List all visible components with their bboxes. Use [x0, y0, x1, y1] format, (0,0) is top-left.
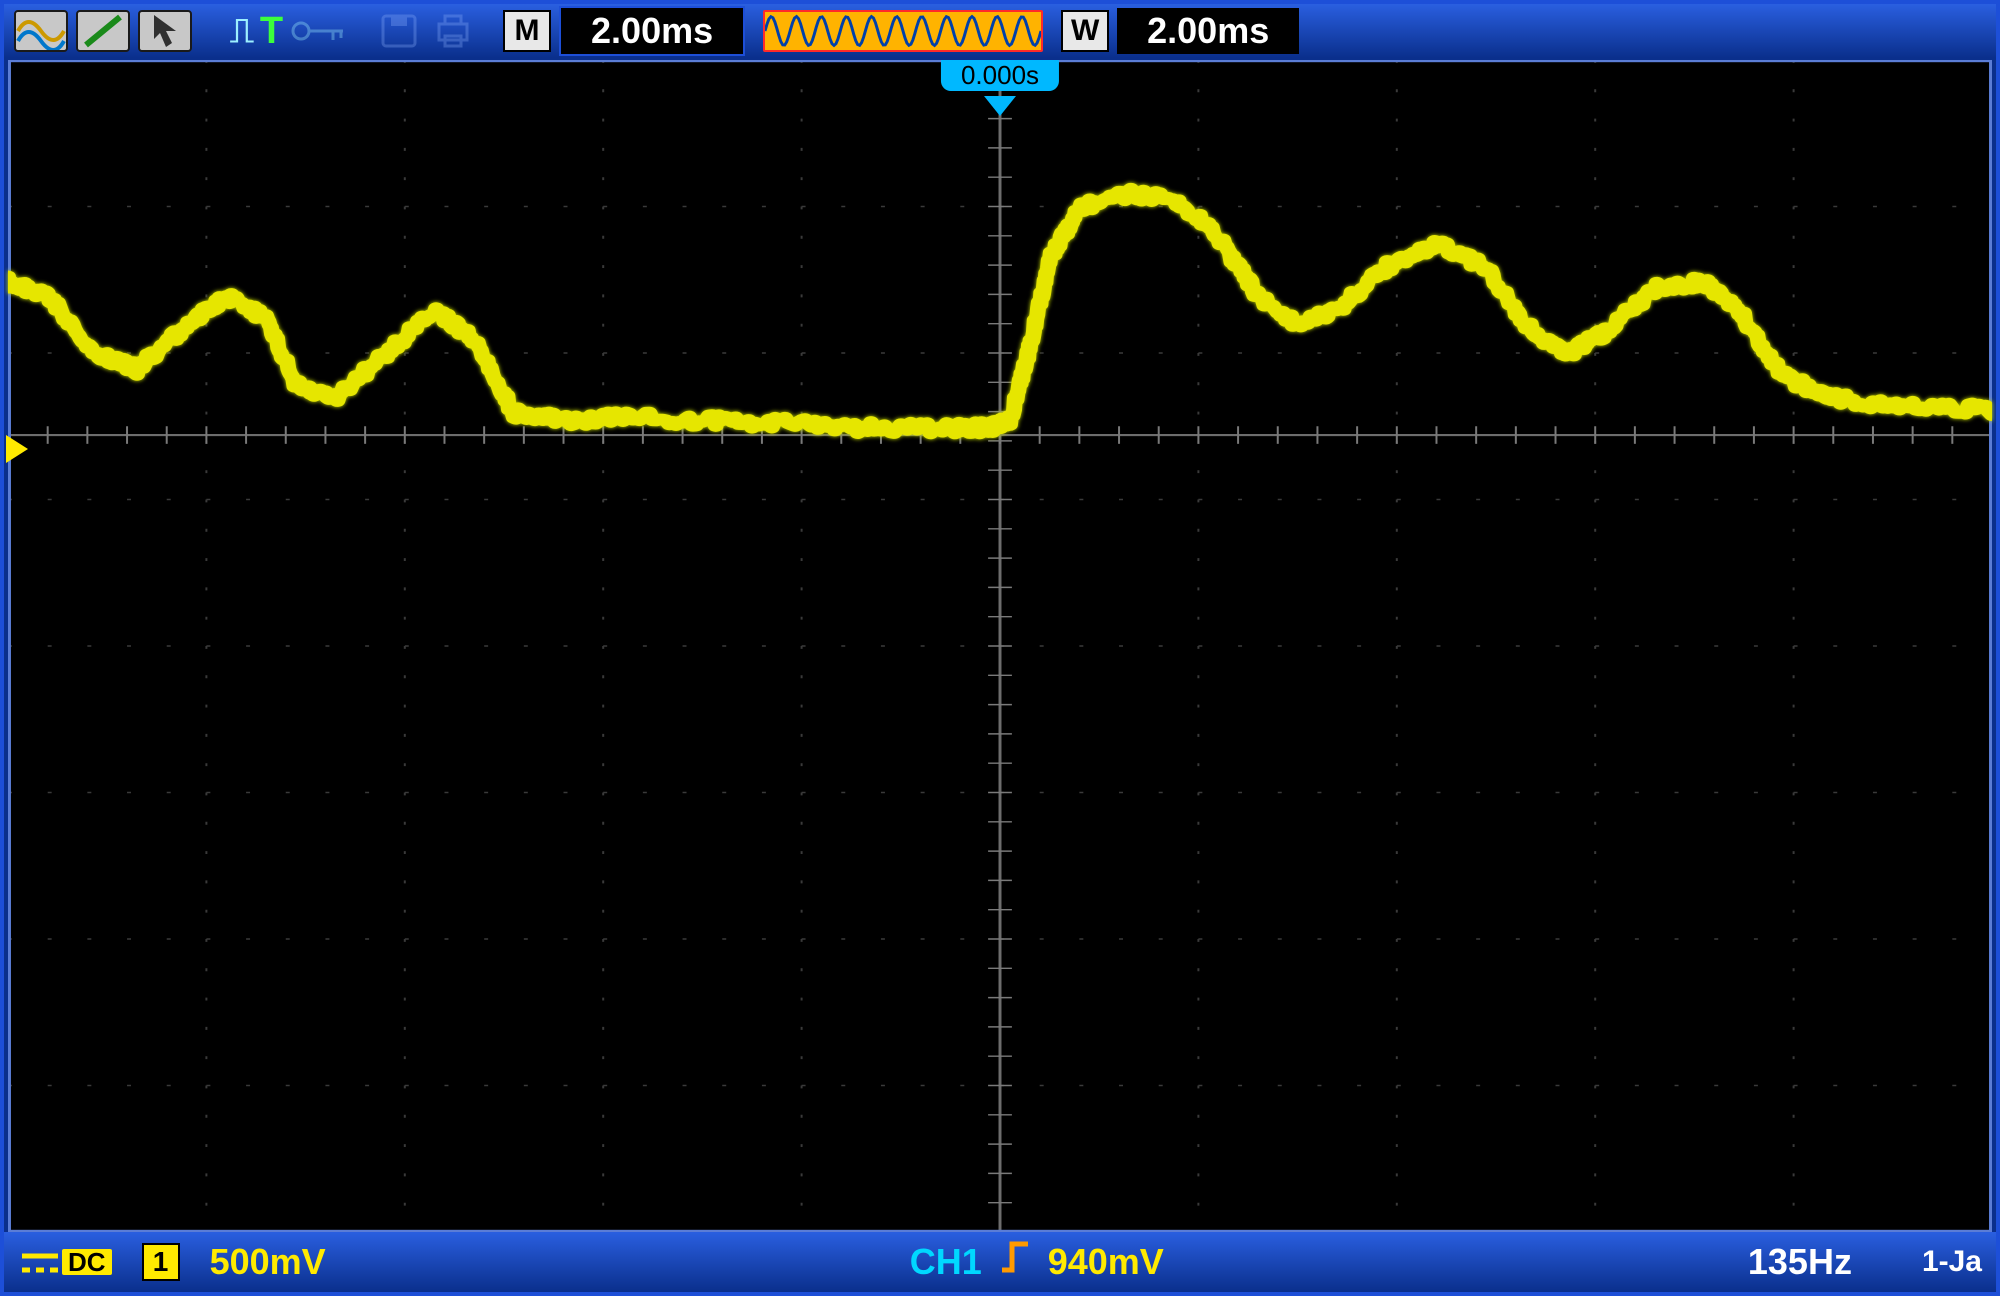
ch1-coupling: DC	[18, 1242, 112, 1282]
ch1-ground-marker-icon	[6, 435, 28, 463]
trig-letter: T	[260, 10, 283, 53]
trigger-mode-indicator: ⎍ T	[230, 10, 349, 53]
trigger-edge-icon	[1000, 1238, 1030, 1286]
save-icon	[377, 10, 421, 52]
ch1-badge[interactable]: 1	[142, 1243, 180, 1281]
bottom-status-bar: DC 1 500mV CH1 940mV 135Hz 1-Ja	[4, 1232, 1996, 1292]
trigger-readout: CH1 940mV	[910, 1238, 1164, 1286]
trigger-level-value: 940mV	[1048, 1241, 1164, 1283]
top-toolbar: ⎍ T M 2.00ms W 2.00ms	[4, 4, 1996, 60]
disabled-tools	[377, 10, 475, 52]
ch1-trace	[8, 60, 1992, 1232]
window-timebase-badge: W	[1061, 10, 1109, 52]
key-icon	[289, 16, 349, 46]
ch1-volts-per-div: 500mV	[210, 1241, 326, 1283]
window-timebase-value: 2.00ms	[1117, 8, 1299, 54]
trigger-time-readout: 0.000s	[941, 60, 1059, 91]
frequency-readout: 135Hz	[1748, 1241, 1852, 1283]
trigger-source-label: CH1	[910, 1241, 982, 1283]
oscilloscope-screen: ⎍ T M 2.00ms W 2.00ms 0.000s	[0, 0, 2000, 1296]
pulse-icon: ⎍	[230, 12, 254, 51]
main-timebase-value: 2.00ms	[559, 6, 745, 56]
trigger-position-marker-icon	[984, 96, 1016, 116]
coupling-label: DC	[62, 1249, 112, 1275]
mode-cursor-icon[interactable]	[138, 10, 192, 52]
graticule: 0.000s	[8, 60, 1992, 1232]
print-icon	[431, 10, 475, 52]
acquisition-preview	[763, 10, 1043, 52]
date-readout: 1-Ja	[1922, 1245, 1982, 1279]
mode-slash-icon[interactable]	[76, 10, 130, 52]
dc-coupling-icon	[18, 1242, 62, 1282]
main-timebase-badge: M	[503, 10, 551, 52]
mode-sine-icon[interactable]	[14, 10, 68, 52]
